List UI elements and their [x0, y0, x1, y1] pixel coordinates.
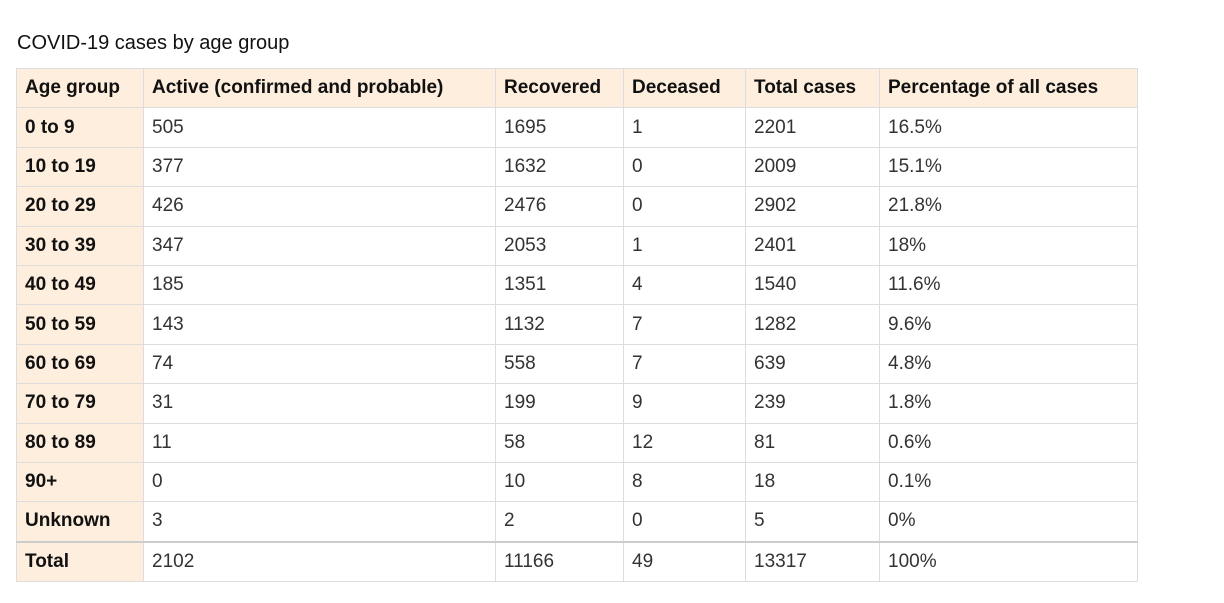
- table-cell: 2201: [745, 107, 880, 148]
- table-cell: 10: [495, 461, 624, 503]
- row-label: Total: [16, 541, 144, 583]
- table-body: 0 to 9 505 1695 1 2201 16.5% 10 to 19 377 1632 0 2…: [16, 107, 1138, 583]
- table-cell: 1632: [495, 146, 624, 188]
- table-cell: 21.8%: [879, 186, 1138, 227]
- table-cell: 0: [143, 461, 496, 503]
- table-cell: 2401: [745, 225, 880, 266]
- row-label: 30 to 39: [16, 225, 144, 266]
- table-row: 20 to 29 426 2476 0 2902 21.8%: [16, 186, 1138, 227]
- table-cell: 11166: [495, 541, 624, 583]
- table-cell: 0: [623, 186, 746, 227]
- table-cell: 185: [143, 264, 496, 306]
- table-cell: 1540: [745, 264, 880, 306]
- table-cell: 639: [745, 343, 880, 385]
- table-row: Total 2102 11166 49 13317 100%: [16, 541, 1138, 583]
- table-row: 70 to 79 31 199 9 239 1.8%: [16, 383, 1138, 424]
- table-row: 40 to 49 185 1351 4 1540 11.6%: [16, 264, 1138, 306]
- row-label: 50 to 59: [16, 304, 144, 345]
- table-cell: 199: [495, 383, 624, 424]
- table-cell: 16.5%: [879, 107, 1138, 148]
- row-label: Unknown: [16, 501, 144, 543]
- table-cell: 2476: [495, 186, 624, 227]
- table-cell: 1132: [495, 304, 624, 345]
- table-cell: 0.6%: [879, 422, 1138, 463]
- row-label: 70 to 79: [16, 383, 144, 424]
- table-row: 0 to 9 505 1695 1 2201 16.5%: [16, 107, 1138, 148]
- table-cell: 2902: [745, 186, 880, 227]
- table-cell: 1351: [495, 264, 624, 306]
- table-cell: 239: [745, 383, 880, 424]
- table-cell: 143: [143, 304, 496, 345]
- table-row: 50 to 59 143 1132 7 1282 9.6%: [16, 304, 1138, 345]
- table-cell: 9.6%: [879, 304, 1138, 345]
- table-cell: 505: [143, 107, 496, 148]
- table-cell: 58: [495, 422, 624, 463]
- column-header: Age group: [16, 67, 144, 109]
- header-row: Age group Active (confirmed and probable)…: [16, 67, 1138, 109]
- table-cell: 18: [745, 461, 880, 503]
- column-header: Active (confirmed and probable): [143, 67, 496, 109]
- table-cell: 7: [623, 343, 746, 385]
- table-cell: 0: [623, 146, 746, 188]
- table-cell: 1.8%: [879, 383, 1138, 424]
- table-cell: 0: [623, 501, 746, 543]
- table-cell: 7: [623, 304, 746, 345]
- table-cell: 0%: [879, 501, 1138, 543]
- row-label: 80 to 89: [16, 422, 144, 463]
- table-cell: 3: [143, 501, 496, 543]
- column-header: Total cases: [745, 67, 880, 109]
- table-cell: 2009: [745, 146, 880, 188]
- table-cell: 15.1%: [879, 146, 1138, 188]
- table-cell: 426: [143, 186, 496, 227]
- column-header: Deceased: [623, 67, 746, 109]
- table-title: COVID-19 cases by age group: [17, 32, 290, 54]
- table-row: 90+ 0 10 8 18 0.1%: [16, 461, 1138, 503]
- table-cell: 1: [623, 107, 746, 148]
- table-row: 60 to 69 74 558 7 639 4.8%: [16, 343, 1138, 385]
- table-cell: 2102: [143, 541, 496, 583]
- table-cell: 11.6%: [879, 264, 1138, 306]
- table-row: 30 to 39 347 2053 1 2401 18%: [16, 225, 1138, 266]
- table-cell: 81: [745, 422, 880, 463]
- row-label: 90+: [16, 461, 144, 503]
- table-cell: 49: [623, 541, 746, 583]
- table-cell: 12: [623, 422, 746, 463]
- table-row: 10 to 19 377 1632 0 2009 15.1%: [16, 146, 1138, 188]
- table-cell: 347: [143, 225, 496, 266]
- table-cell: 4: [623, 264, 746, 306]
- table-cell: 377: [143, 146, 496, 188]
- row-label: 60 to 69: [16, 343, 144, 385]
- table-cell: 558: [495, 343, 624, 385]
- table-cell: 1282: [745, 304, 880, 345]
- table-cell: 9: [623, 383, 746, 424]
- row-label: 40 to 49: [16, 264, 144, 306]
- row-label: 20 to 29: [16, 186, 144, 227]
- table-cell: 4.8%: [879, 343, 1138, 385]
- table-cell: 1695: [495, 107, 624, 148]
- table-cell: 2: [495, 501, 624, 543]
- table-cell: 2053: [495, 225, 624, 266]
- table-row: Unknown 3 2 0 5 0%: [16, 501, 1138, 543]
- table-cell: 0.1%: [879, 461, 1138, 503]
- table-row: 80 to 89 11 58 12 81 0.6%: [16, 422, 1138, 463]
- table-cell: 11: [143, 422, 496, 463]
- table-cell: 18%: [879, 225, 1138, 266]
- column-header: Recovered: [495, 67, 624, 109]
- table-cell: 1: [623, 225, 746, 266]
- column-header: Percentage of all cases: [879, 67, 1138, 109]
- row-label: 10 to 19: [16, 146, 144, 188]
- table-cell: 31: [143, 383, 496, 424]
- table-cell: 74: [143, 343, 496, 385]
- table-cell: 8: [623, 461, 746, 503]
- data-table: Age group Active (confirmed and probable)…: [16, 67, 1138, 583]
- row-label: 0 to 9: [16, 107, 144, 148]
- table-cell: 13317: [745, 541, 880, 583]
- table-cell: 100%: [879, 541, 1138, 583]
- table-cell: 5: [745, 501, 880, 543]
